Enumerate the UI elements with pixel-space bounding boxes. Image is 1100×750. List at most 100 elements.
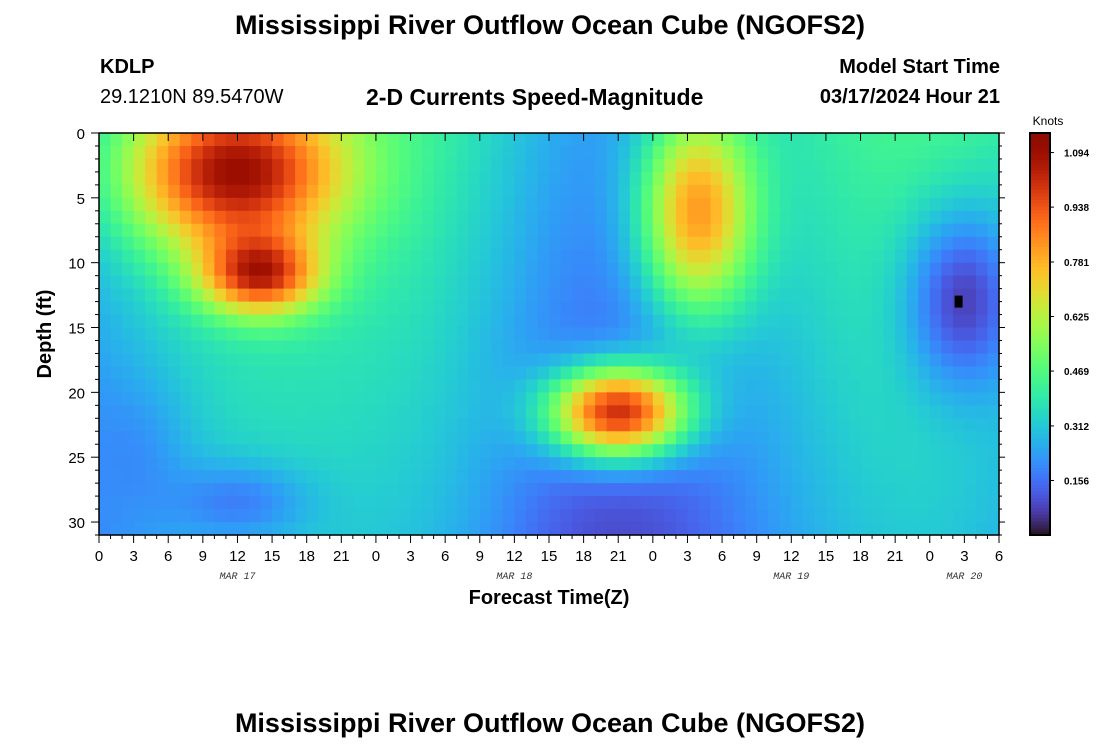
heatmap-cell [318, 249, 331, 264]
heatmap-cell [849, 249, 862, 264]
heatmap-cell [583, 340, 596, 355]
heatmap-cell [99, 340, 112, 355]
heatmap-cell [872, 522, 885, 536]
heatmap-cell [422, 275, 435, 290]
colorbar-swatch [1030, 367, 1050, 372]
heatmap-cell [225, 133, 239, 147]
heatmap-cell [975, 197, 989, 212]
heatmap-cell [825, 288, 839, 303]
heatmap-cell [352, 171, 365, 186]
heatmap-cell [306, 509, 319, 523]
heatmap-cell [191, 197, 204, 212]
heatmap-cell [699, 223, 712, 238]
heatmap-cell [260, 470, 273, 484]
heatmap-cell [364, 158, 377, 173]
heatmap-cell [237, 522, 250, 536]
heatmap-cell [849, 133, 862, 147]
heatmap-cell [560, 184, 573, 199]
heatmap-cell [883, 133, 896, 147]
heatmap-cell [133, 496, 146, 510]
heatmap-cell [133, 236, 146, 251]
heatmap-cell [318, 301, 331, 316]
heatmap-cell [249, 353, 262, 368]
heatmap-cell [295, 145, 308, 160]
heatmap-cell [675, 405, 689, 419]
heatmap-cell [214, 158, 227, 173]
heatmap-cell [133, 353, 146, 368]
colorbar-swatch [1030, 384, 1050, 389]
heatmap-cell [306, 275, 319, 290]
heatmap-cell [872, 496, 885, 510]
heatmap-cell [410, 366, 423, 380]
heatmap-cell [329, 171, 342, 186]
heatmap-cell [225, 249, 239, 264]
heatmap-cell [687, 223, 700, 238]
heatmap-cell [802, 418, 815, 432]
heatmap-cell [595, 522, 608, 536]
heatmap-cell [145, 210, 158, 225]
heatmap-cell [260, 366, 273, 380]
heatmap-cell [675, 483, 689, 497]
heatmap-cell [375, 133, 389, 147]
heatmap-cell [387, 249, 400, 264]
heatmap-cell [987, 483, 1000, 497]
heatmap-cell [422, 197, 435, 212]
heatmap-cell [895, 262, 908, 277]
colorbar-swatch [1030, 186, 1050, 191]
heatmap-cell [375, 262, 389, 277]
colorbar-swatch [1030, 270, 1050, 275]
heatmap-cell [952, 197, 965, 212]
heatmap-cell [837, 366, 850, 380]
heatmap-cell [375, 418, 389, 432]
heatmap-cell [675, 392, 689, 406]
heatmap-cell [514, 145, 527, 160]
heatmap-cell [837, 145, 850, 160]
heatmap-cell [318, 327, 331, 342]
heatmap-cell [802, 210, 815, 225]
heatmap-cell [514, 522, 527, 536]
heatmap-cell [583, 327, 596, 342]
heatmap-cell [906, 184, 919, 199]
heatmap-cell [110, 340, 123, 355]
heatmap-cell [699, 483, 712, 497]
heatmap-cell [202, 418, 215, 432]
heatmap-cell [941, 288, 954, 303]
heatmap-cell [918, 483, 931, 497]
heatmap-cell [710, 262, 723, 277]
heatmap-cell [975, 431, 989, 445]
heatmap-cell [410, 353, 423, 368]
heatmap-cell [445, 366, 458, 380]
colorbar-swatch [1030, 394, 1050, 399]
heatmap-cell [849, 262, 862, 277]
colorbar-swatch [1030, 173, 1050, 178]
heatmap-cell [133, 223, 146, 238]
heatmap-cell [860, 340, 873, 355]
heatmap-cell [410, 197, 423, 212]
heatmap-cell [272, 353, 285, 368]
heatmap-cell [399, 457, 412, 471]
heatmap-cell [491, 405, 504, 419]
heatmap-cell [675, 223, 689, 238]
heatmap-cell [595, 301, 608, 316]
heatmap-cell [341, 145, 354, 160]
heatmap-cell [375, 158, 389, 173]
heatmap-cell [837, 457, 850, 471]
heatmap-cell [560, 133, 573, 147]
colorbar-swatch [1030, 133, 1050, 137]
heatmap-cell [433, 509, 446, 523]
heatmap-cell [249, 288, 262, 303]
heatmap-cell [687, 314, 700, 329]
heatmap-cell [306, 262, 319, 277]
x-tick-label: 15 [818, 548, 835, 565]
heatmap-cell [710, 392, 723, 406]
heatmap-cell [283, 483, 296, 497]
heatmap-cell [849, 379, 862, 393]
heatmap-cell [549, 158, 562, 173]
heatmap-cell [364, 366, 377, 380]
heatmap-cell [802, 522, 815, 536]
heatmap-cell [941, 509, 954, 523]
heatmap-cell [664, 210, 677, 225]
heatmap-cell [814, 197, 827, 212]
heatmap-cell [687, 184, 700, 199]
heatmap-cell [156, 314, 169, 329]
